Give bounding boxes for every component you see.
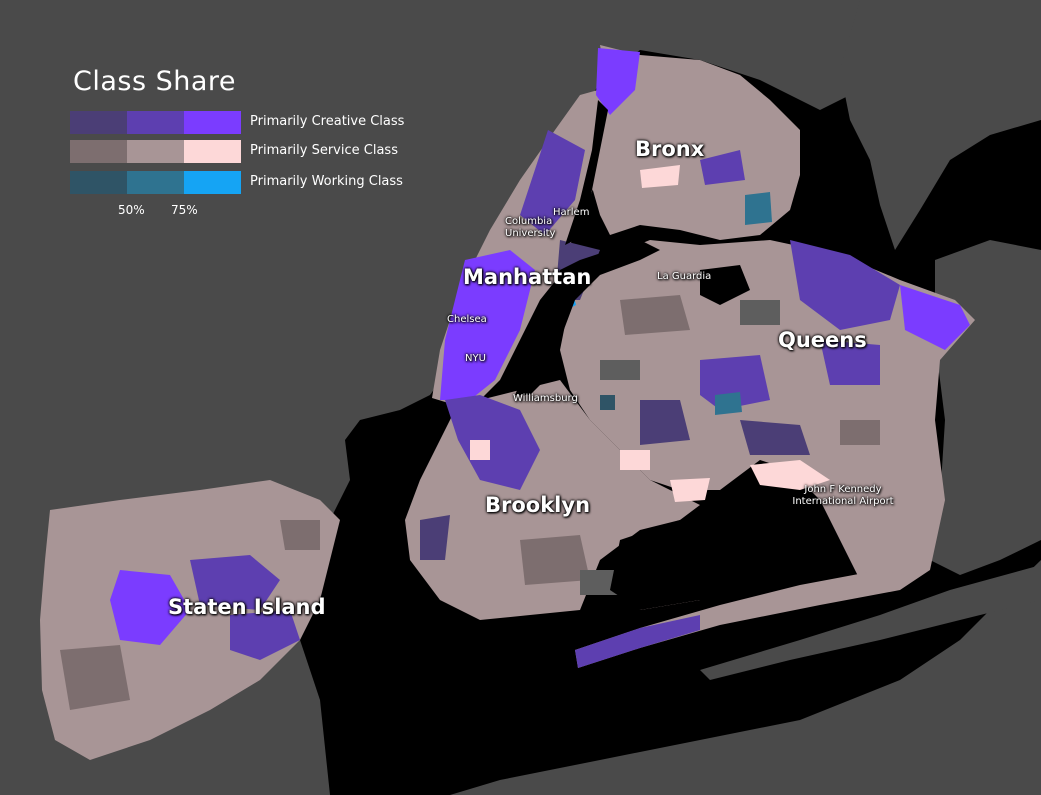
- mainland-northeast: [840, 0, 1041, 250]
- legend-label-working: Primarily Working Class: [250, 174, 403, 189]
- legend-row-creative: Primarily Creative Class: [70, 111, 430, 135]
- legend-label-service: Primarily Service Class: [250, 143, 398, 158]
- service-dark-tracts: [60, 295, 880, 710]
- label-la-guardia: La Guardia: [657, 271, 712, 282]
- harlem-river: [565, 100, 608, 245]
- swatch-working-low: [70, 171, 127, 194]
- flushing-bay: [700, 265, 750, 305]
- label-jfk: John F Kennedy International Airport: [792, 484, 894, 507]
- legend-row-working: Primarily Working Class: [70, 171, 430, 195]
- legend-row-service: Primarily Service Class: [70, 140, 430, 164]
- swatch-service-mid: [127, 140, 184, 163]
- swatch-working-high: [184, 171, 241, 194]
- label-bronx: Bronx: [635, 137, 705, 161]
- rockaway-land: [575, 570, 905, 668]
- swatch-service-high: [184, 140, 241, 163]
- label-columbia: Columbia University: [505, 216, 556, 239]
- long-island: [930, 240, 1041, 575]
- swatch-working-mid: [127, 171, 184, 194]
- legend-tick-75: 75%: [171, 203, 198, 217]
- south-shore-strip: [700, 565, 1041, 680]
- label-nyu: NYU: [465, 353, 486, 364]
- label-harlem: Harlem: [553, 207, 590, 218]
- swatch-service-low: [70, 140, 127, 163]
- legend-label-creative: Primarily Creative Class: [250, 114, 405, 129]
- swatch-creative-high: [184, 111, 241, 134]
- label-manhattan: Manhattan: [463, 265, 592, 289]
- bronx-land: [590, 45, 800, 240]
- working-tracts: [563, 192, 772, 415]
- east-river: [515, 240, 660, 395]
- label-staten-island: Staten Island: [168, 595, 326, 619]
- legend-title: Class Share: [73, 66, 237, 97]
- legend: Class Share Primarily Creative Class Pri…: [70, 66, 430, 236]
- label-brooklyn: Brooklyn: [485, 493, 591, 517]
- swatch-creative-low: [70, 111, 127, 134]
- creative-tracts: [110, 48, 970, 668]
- jamaica-bay: [610, 505, 810, 610]
- legend-tick-50: 50%: [118, 203, 145, 217]
- label-williamsburg: Williamsburg: [513, 393, 578, 404]
- label-queens: Queens: [778, 328, 867, 352]
- swatch-creative-mid: [127, 111, 184, 134]
- label-chelsea: Chelsea: [447, 314, 487, 325]
